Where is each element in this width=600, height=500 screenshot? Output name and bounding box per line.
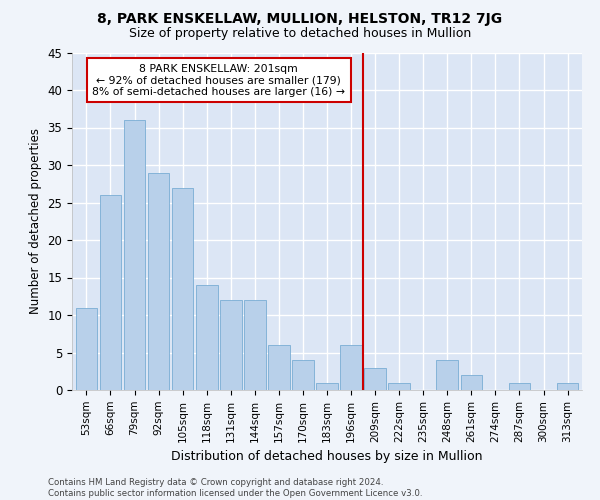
Text: 8 PARK ENSKELLAW: 201sqm
← 92% of detached houses are smaller (179)
8% of semi-d: 8 PARK ENSKELLAW: 201sqm ← 92% of detach…	[92, 64, 345, 97]
Y-axis label: Number of detached properties: Number of detached properties	[29, 128, 42, 314]
Text: Contains HM Land Registry data © Crown copyright and database right 2024.
Contai: Contains HM Land Registry data © Crown c…	[48, 478, 422, 498]
Bar	[76, 308, 97, 390]
Bar	[388, 382, 410, 390]
Bar	[172, 188, 193, 390]
X-axis label: Distribution of detached houses by size in Mullion: Distribution of detached houses by size …	[171, 450, 483, 463]
Text: Size of property relative to detached houses in Mullion: Size of property relative to detached ho…	[129, 28, 471, 40]
Bar	[557, 382, 578, 390]
Bar	[340, 345, 362, 390]
Bar	[292, 360, 314, 390]
Bar	[124, 120, 145, 390]
Bar	[220, 300, 242, 390]
Bar	[244, 300, 266, 390]
Bar	[461, 375, 482, 390]
Bar	[268, 345, 290, 390]
Bar	[148, 172, 169, 390]
Bar	[316, 382, 338, 390]
Bar	[364, 368, 386, 390]
Bar	[509, 382, 530, 390]
Bar	[100, 195, 121, 390]
Bar	[196, 285, 218, 390]
Bar	[436, 360, 458, 390]
Text: 8, PARK ENSKELLAW, MULLION, HELSTON, TR12 7JG: 8, PARK ENSKELLAW, MULLION, HELSTON, TR1…	[97, 12, 503, 26]
